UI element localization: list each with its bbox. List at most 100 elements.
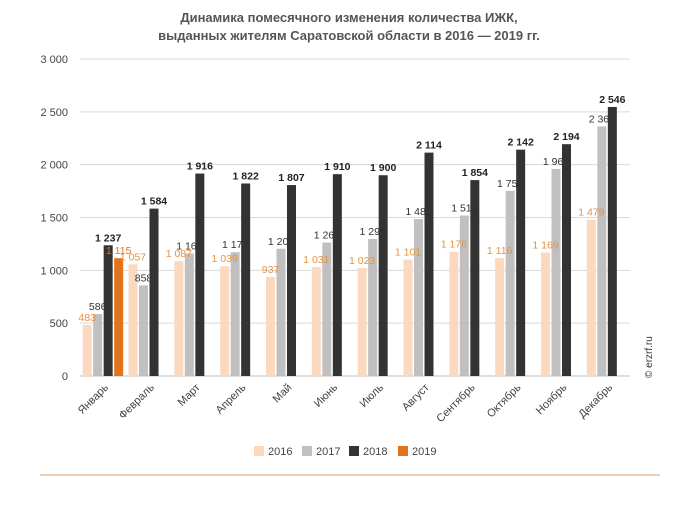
x-tick-label: Январь bbox=[76, 381, 111, 416]
bar-2018-6 bbox=[332, 174, 342, 376]
x-tick-label: Март bbox=[176, 382, 203, 409]
bar-2017-10 bbox=[505, 190, 515, 376]
bar-2017-7 bbox=[368, 238, 378, 376]
bar-2016-8 bbox=[403, 259, 413, 376]
x-axis: Январь Февраль Март Апрель Май Июнь Июль Август… bbox=[76, 381, 616, 425]
bar-2016-2 bbox=[128, 264, 138, 376]
bar-2018-3 bbox=[195, 173, 205, 376]
data-label-2017-6: 1 263 bbox=[314, 230, 340, 242]
x-tick-label: Февраль bbox=[117, 381, 157, 421]
y-tick-label: 3 000 bbox=[40, 54, 68, 66]
legend-label-2018: 2018 bbox=[363, 446, 387, 458]
data-label-2016-4: 1 039 bbox=[212, 253, 238, 265]
data-label-2016-5: 937 bbox=[262, 264, 280, 276]
data-label-2016-10: 1 116 bbox=[487, 245, 513, 257]
bar-2018-8 bbox=[424, 152, 434, 376]
bar-2016-10 bbox=[495, 258, 505, 376]
data-label-2019-1: 1 115 bbox=[106, 245, 132, 257]
legend-label-2017: 2017 bbox=[316, 446, 340, 458]
data-label-2018-2: 1 584 bbox=[141, 196, 167, 208]
data-label-2018-11: 2 194 bbox=[553, 131, 579, 143]
bar-2017-3 bbox=[184, 253, 194, 376]
data-label-2018-4: 1 822 bbox=[233, 170, 259, 182]
data-label-2018-5: 1 807 bbox=[278, 172, 304, 184]
gridlines bbox=[80, 58, 630, 377]
bar-2018-1 bbox=[103, 245, 113, 376]
bar-2016-1 bbox=[82, 324, 92, 376]
data-label-2018-10: 2 142 bbox=[508, 137, 534, 149]
bar-2016-4 bbox=[220, 266, 230, 376]
data-label-2016-8: 1 101 bbox=[395, 247, 421, 259]
bar-2016-3 bbox=[174, 261, 184, 376]
x-tick-label: Ноябрь bbox=[534, 381, 570, 417]
data-label-2016-11: 1 169 bbox=[532, 239, 558, 251]
bar-2017-5 bbox=[276, 248, 286, 376]
y-tick-label: 1 000 bbox=[40, 265, 68, 277]
bar-2017-4 bbox=[230, 252, 240, 376]
y-axis: 0 500 1 000 1 500 2 000 2 500 3 000 bbox=[40, 54, 68, 383]
data-label-2017-11: 1 960 bbox=[543, 156, 569, 168]
y-tick-label: 0 bbox=[62, 371, 68, 383]
bar-2017-2 bbox=[139, 285, 148, 376]
data-label-2018-9: 1 854 bbox=[462, 167, 488, 179]
x-tick-label: Октябрь bbox=[485, 381, 524, 420]
x-tick-label: Апрель bbox=[214, 381, 249, 416]
data-label-2017-4: 1 172 bbox=[222, 239, 248, 251]
chart-subtitle: выданных жителям Саратовской области в 2… bbox=[158, 28, 540, 43]
legend: 2016 2017 2018 2019 bbox=[254, 446, 436, 458]
bar-2017-9 bbox=[459, 215, 469, 376]
data-label-2017-2: 858 bbox=[135, 272, 153, 284]
bar-2018-5 bbox=[287, 185, 296, 376]
bar-2018-9 bbox=[470, 180, 480, 376]
watermark: © erzrf.ru bbox=[644, 336, 655, 378]
bars bbox=[82, 106, 617, 377]
x-tick-label: Сентябрь bbox=[434, 381, 478, 425]
bar-2017-11 bbox=[551, 168, 561, 376]
bar-2017-6 bbox=[322, 242, 332, 376]
bar-2017-8 bbox=[414, 219, 423, 376]
legend-swatch-2018 bbox=[349, 446, 359, 456]
data-label-2017-12: 2 362 bbox=[589, 113, 615, 125]
data-label-2018-12: 2 546 bbox=[599, 94, 625, 106]
data-label-2017-1: 586 bbox=[89, 301, 107, 313]
x-tick-label: Июль bbox=[358, 381, 387, 410]
data-label-2017-10: 1 752 bbox=[497, 178, 523, 190]
bar-2016-5 bbox=[266, 276, 275, 376]
bar-2017-1 bbox=[93, 314, 103, 376]
bar-2018-4 bbox=[241, 183, 251, 376]
x-tick-label: Август bbox=[400, 382, 432, 414]
data-label-2017-7: 1 297 bbox=[360, 226, 386, 238]
legend-swatch-2016 bbox=[254, 446, 264, 456]
x-tick-label: Июнь bbox=[312, 381, 340, 409]
chart-title: Динамика помесячного изменения количеств… bbox=[180, 10, 517, 25]
x-tick-label: Декабрь bbox=[576, 381, 615, 420]
data-label-2016-9: 1 176 bbox=[441, 239, 467, 251]
bar-2019-1 bbox=[114, 258, 124, 376]
bar-2018-11 bbox=[562, 144, 571, 376]
data-label-2018-8: 2 114 bbox=[416, 140, 442, 152]
data-label-2017-8: 1 485 bbox=[405, 206, 431, 218]
bar-2016-7 bbox=[357, 267, 367, 376]
data-label-2016-7: 1 023 bbox=[349, 255, 375, 267]
data-label-2017-3: 1 160 bbox=[176, 240, 202, 252]
data-label-2017-5: 1 204 bbox=[268, 236, 294, 248]
y-tick-label: 2 500 bbox=[40, 107, 68, 119]
bar-2018-10 bbox=[516, 149, 526, 376]
data-label-2018-3: 1 916 bbox=[187, 161, 213, 173]
data-label-2018-1: 1 237 bbox=[95, 232, 121, 244]
bar-2016-6 bbox=[311, 267, 321, 376]
bar-2018-12 bbox=[607, 106, 617, 377]
data-label-2018-6: 1 910 bbox=[324, 161, 350, 173]
legend-label-2019: 2019 bbox=[412, 446, 436, 458]
y-tick-label: 500 bbox=[50, 318, 68, 330]
data-label-2016-2: 1 057 bbox=[120, 251, 146, 263]
bar-2016-11 bbox=[541, 252, 550, 376]
y-tick-label: 2 000 bbox=[40, 160, 68, 172]
data-label-2016-6: 1 031 bbox=[303, 254, 329, 266]
bar-2018-2 bbox=[149, 208, 159, 376]
data-label-2018-7: 1 900 bbox=[370, 162, 396, 174]
data-label-2016-1: 483 bbox=[78, 312, 96, 324]
data-label-2016-12: 1 479 bbox=[578, 207, 604, 219]
